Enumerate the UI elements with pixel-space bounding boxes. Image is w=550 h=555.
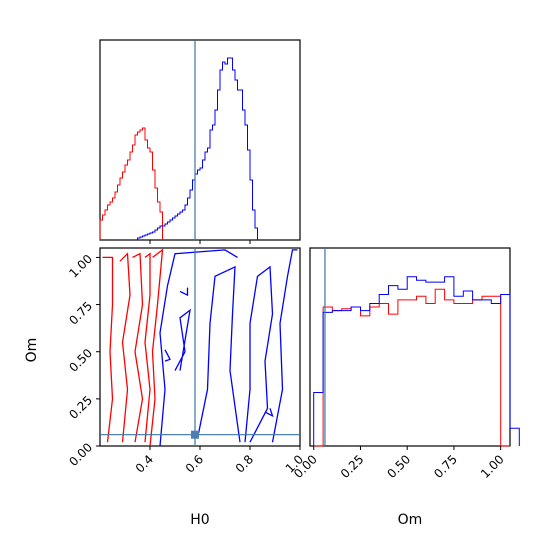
contour-line-12	[164, 349, 171, 362]
contour-line-6	[159, 249, 238, 446]
contour-line-9	[244, 265, 274, 443]
contour-line-11	[179, 287, 189, 297]
hist-om-x-tick-label: 1.00	[478, 452, 507, 481]
contour-line-2	[119, 252, 131, 443]
truth-marker	[191, 430, 199, 439]
hist-om-x-tick-label: 0.75	[431, 452, 460, 481]
hist-om-frame	[309, 247, 511, 447]
hist-om-x-tick-label: 0.25	[338, 452, 367, 481]
contour-line-1	[102, 256, 114, 443]
contour-y-tick-label: 1.00	[66, 252, 95, 281]
hist-om-x-tick-label: 0.50	[385, 452, 414, 481]
hist-h0-frame	[99, 39, 301, 241]
contour-x-tick-label: 0.8	[233, 452, 256, 475]
contour-line-4	[144, 252, 151, 443]
contour-lines	[102, 248, 298, 446]
hist-om-series-2	[313, 276, 520, 446]
hist-h0-series-1	[99, 127, 163, 240]
contour-line-8	[196, 265, 241, 443]
contour-y-tick-label: 0.50	[66, 346, 95, 375]
x-axis-label-h0: H0	[190, 512, 209, 528]
hist-h0-series-2	[137, 57, 258, 240]
contour-x-tick-label: 0.6	[183, 452, 206, 475]
contour-x-tick-label: 0.4	[133, 452, 156, 475]
contour-panel: 0.4 0.6 0.8 1.00.000.250.500.751.00	[66, 248, 306, 476]
y-axis-label-om: Om	[24, 338, 40, 363]
contour-line-3	[132, 252, 144, 443]
contour-line-7	[174, 308, 191, 371]
contour-line-10	[271, 249, 298, 443]
contour-y-tick-label: 0.75	[66, 299, 95, 328]
contour-y-tick-label: 0.25	[66, 393, 95, 422]
hist-om-series-1	[313, 288, 510, 447]
contour-line-5	[149, 248, 164, 446]
contour-y-tick-label: 0.00	[66, 440, 95, 469]
x-axis-label-om: Om	[398, 512, 423, 528]
contour-line-13	[264, 408, 274, 418]
hist-h0-panel	[99, 40, 258, 244]
